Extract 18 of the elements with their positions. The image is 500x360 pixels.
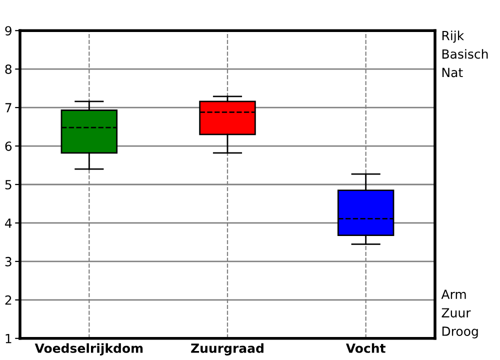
y-tick-label: 4	[5, 218, 12, 228]
y-tick-label: 8	[5, 64, 12, 74]
text: Droog	[442, 326, 478, 338]
y-tick-label: 6	[5, 141, 12, 151]
y-tick-label: 9	[5, 26, 12, 36]
x-tick-label: Vocht	[346, 343, 386, 353]
x-tick-label: Zuurgraad	[191, 343, 264, 356]
text: Nat	[442, 68, 463, 78]
text: Zuur	[442, 308, 471, 318]
x-tick-label: Voedselrijkdom	[34, 343, 143, 356]
text: Arm	[441, 290, 466, 299]
y-tick-label: 1	[6, 334, 12, 344]
y-tick-label: 3	[5, 256, 12, 266]
y-tick-label: 2	[5, 295, 12, 305]
text: Rijk	[442, 30, 464, 43]
text: Basisch	[442, 49, 488, 59]
y-tick-label: 7	[5, 103, 12, 112]
y-tick-label: 5	[5, 180, 12, 190]
